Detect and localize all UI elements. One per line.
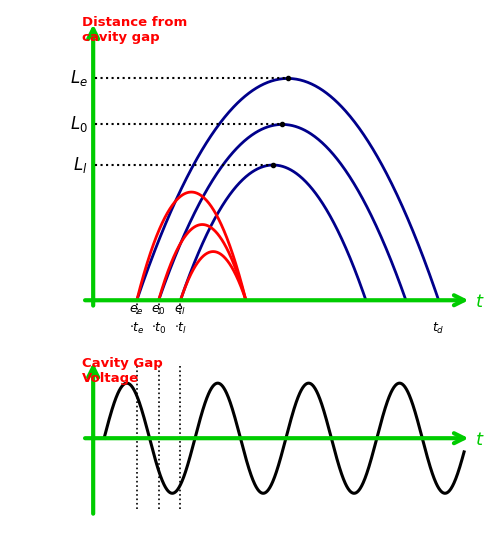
Text: $\cdot t_0$: $\cdot t_0$	[150, 320, 166, 335]
Text: Cavity Gap
Voltage: Cavity Gap Voltage	[82, 357, 163, 385]
Text: $t_d$: $t_d$	[432, 320, 445, 335]
Text: $\cdot t_l$: $\cdot t_l$	[174, 320, 187, 335]
Text: $L_e$: $L_e$	[70, 69, 87, 88]
Text: Distance from
cavity gap: Distance from cavity gap	[82, 16, 188, 44]
Text: $e_e$: $e_e$	[130, 304, 144, 318]
Text: $\cdot t_e$: $\cdot t_e$	[129, 320, 145, 335]
Text: $L_l$: $L_l$	[74, 155, 88, 175]
Text: $t$: $t$	[475, 431, 484, 448]
Text: $t$: $t$	[475, 293, 484, 311]
Text: $e_l$: $e_l$	[174, 304, 186, 318]
Text: $L_0$: $L_0$	[70, 115, 87, 134]
Text: $e_0$: $e_0$	[152, 304, 166, 318]
